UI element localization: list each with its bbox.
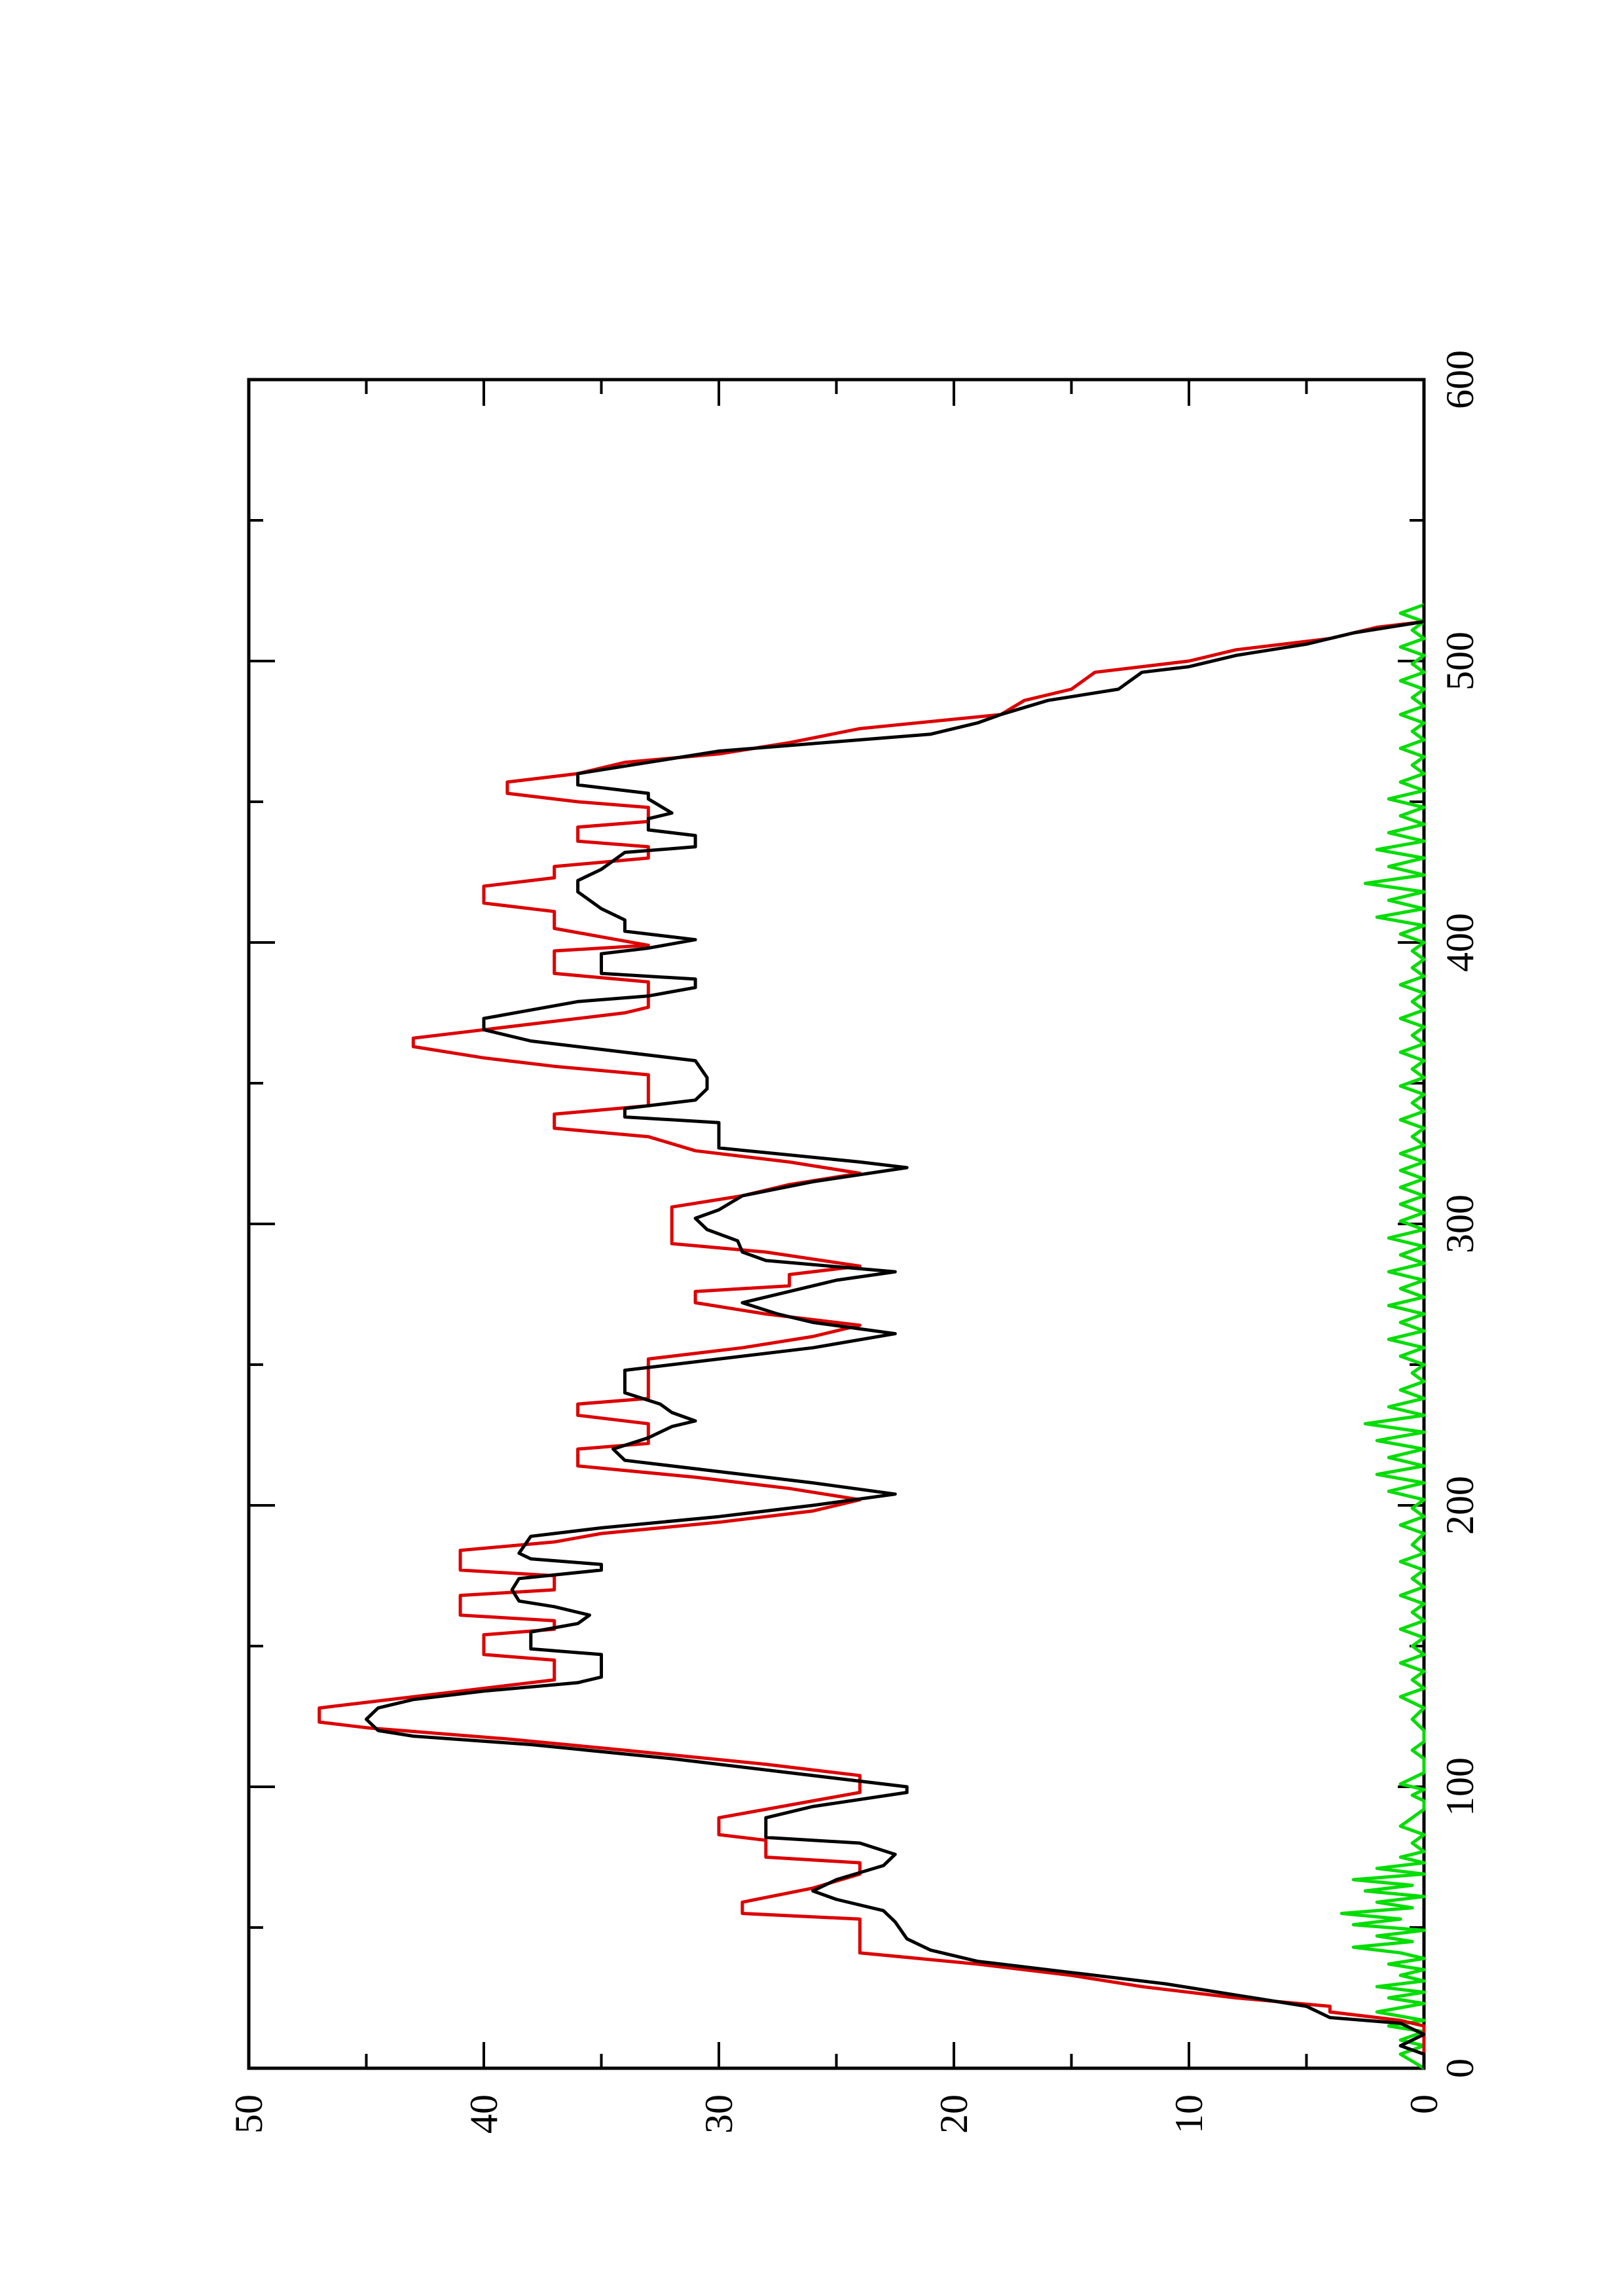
y-tick-label: 0 [1402,2094,1446,2114]
series-line [1340,603,1426,2070]
y-tick-label: 30 [697,2094,740,2134]
tick-labels: 0 100 200 300 400 500 600 0 10 20 30 40 50 [227,350,1482,2134]
x-tick-label: 400 [1438,913,1482,972]
series-lines [318,603,1426,2070]
x-tick-label: 600 [1438,350,1482,409]
plot-frame [247,378,1426,2070]
series-line [365,605,1426,2068]
series-line [318,605,1426,2068]
x-tick-label: 300 [1438,1194,1482,1253]
y-tick-label: 20 [932,2094,976,2134]
x-tick-label: 0 [1438,2058,1482,2078]
x-tick-label: 500 [1438,632,1482,691]
x-tick-label: 200 [1438,1476,1482,1535]
x-tick-label: 100 [1438,1757,1482,1816]
axis-ticks [247,378,1425,2070]
y-tick-label: 40 [462,2094,505,2134]
y-tick-label: 50 [227,2094,270,2134]
y-tick-label: 10 [1167,2094,1211,2134]
